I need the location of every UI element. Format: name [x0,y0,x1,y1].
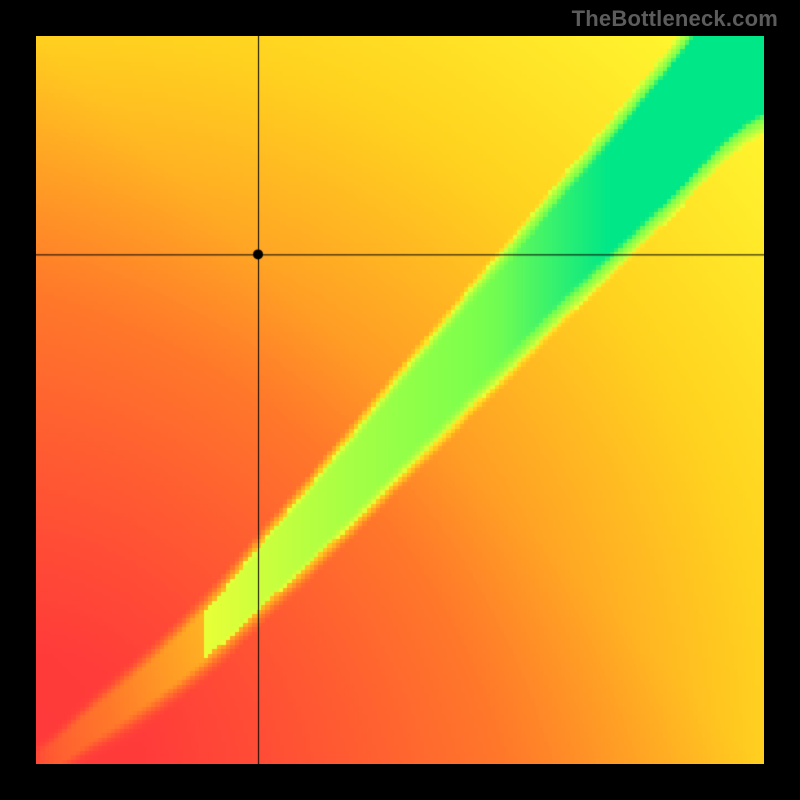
heatmap-canvas [36,36,764,764]
watermark-text: TheBottleneck.com [572,6,778,32]
chart-container: TheBottleneck.com [0,0,800,800]
